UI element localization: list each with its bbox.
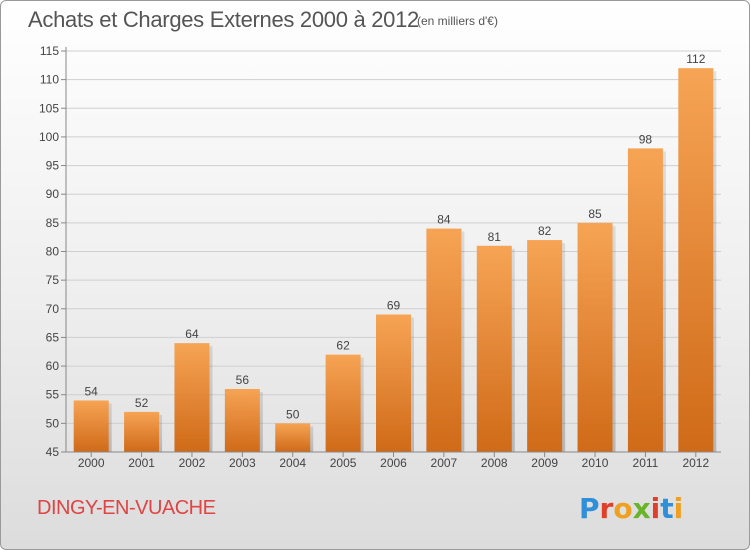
bar-2007 (426, 228, 462, 452)
bar-2011 (627, 148, 663, 452)
x-tick-label: 2005 (330, 456, 357, 470)
y-tick-label: 80 (46, 245, 60, 259)
bar-2009 (527, 240, 563, 452)
x-tick-label: 2002 (179, 456, 206, 470)
data-label: 98 (639, 132, 653, 146)
data-label: 84 (437, 213, 451, 227)
bar-2002 (174, 343, 210, 452)
data-label: 82 (538, 224, 552, 238)
data-label: 69 (387, 299, 401, 313)
y-tick-label: 95 (46, 159, 60, 173)
data-label: 52 (135, 396, 149, 410)
x-tick-label: 2012 (682, 456, 709, 470)
bar-2012 (678, 68, 714, 452)
y-tick-label: 50 (46, 416, 60, 430)
chart-title: Achats et Charges Externes 2000 à 2012 (28, 7, 419, 32)
y-tick-label: 75 (46, 273, 60, 287)
bar-2003 (224, 388, 260, 452)
y-tick-label: 85 (46, 216, 60, 230)
data-label: 112 (686, 52, 705, 66)
x-tick-label: 2010 (582, 456, 609, 470)
data-label: 56 (236, 373, 250, 387)
x-tick-label: 2008 (481, 456, 508, 470)
y-tick-label: 105 (39, 101, 59, 115)
y-tick-label: 90 (46, 187, 60, 201)
bar-2006 (376, 314, 411, 452)
y-tick-label: 55 (46, 388, 60, 402)
x-axis: 2000 2001 2002 2003 2004 2005 2006 2007 2008 2009… (66, 451, 721, 470)
x-tick-label: 2011 (633, 456, 659, 470)
x-tick-label: 2004 (279, 456, 306, 470)
x-tick-label: 2003 (229, 456, 256, 470)
data-label: 54 (85, 384, 99, 398)
chart-subtitle: (en milliers d'€) (417, 14, 498, 28)
y-tick-label: 60 (46, 359, 60, 373)
proxiti-logo: Proxiti (579, 492, 683, 525)
bar-2000 (73, 400, 109, 452)
x-tick-label: 2006 (380, 456, 407, 470)
bar-2010 (577, 222, 613, 452)
y-tick-label: 100 (39, 130, 59, 144)
bar-2008 (476, 245, 512, 452)
data-label: 81 (488, 230, 502, 244)
data-label: 64 (185, 327, 199, 341)
y-tick-label: 70 (46, 302, 60, 316)
commune-name: DINGY-EN-VUACHE (37, 497, 216, 519)
svg-text:Proxiti: Proxiti (579, 492, 683, 525)
x-tick-label: 2001 (128, 456, 155, 470)
bars-layer: 54 52 64 56 50 62 69 84 81 82 85 98 112 (73, 52, 717, 452)
x-tick-label: 2007 (431, 456, 458, 470)
y-tick-label: 65 (46, 330, 60, 344)
data-label: 62 (336, 339, 350, 353)
x-tick-label: 2009 (531, 456, 558, 470)
y-tick-label: 45 (46, 445, 60, 459)
data-label: 50 (286, 407, 300, 421)
x-tick-label: 2000 (78, 456, 105, 470)
bar-2004 (275, 423, 311, 452)
y-axis: 45 50 55 60 65 70 75 80 85 90 95 100 105 110 115 (39, 44, 67, 459)
bar-2001 (124, 411, 160, 452)
y-tick-label: 110 (40, 73, 59, 87)
data-label: 85 (588, 207, 602, 221)
bar-2005 (325, 354, 361, 452)
y-tick-label: 115 (40, 44, 59, 58)
